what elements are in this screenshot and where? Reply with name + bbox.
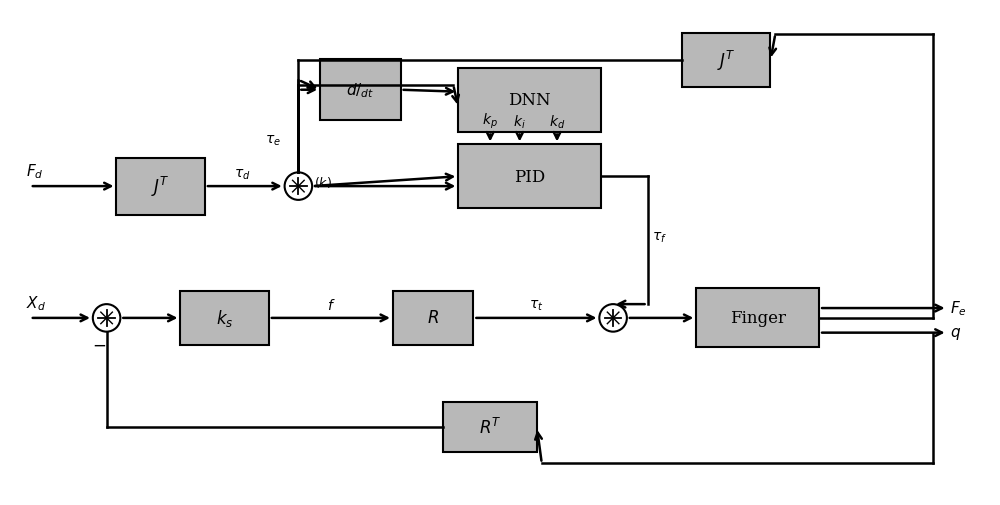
Text: $F_e$: $F_e$ (950, 299, 967, 318)
Text: Finger: Finger (730, 310, 786, 327)
Bar (458, 69, 601, 132)
Bar (696, 289, 819, 348)
Text: $J^T$: $J^T$ (151, 175, 170, 199)
Text: $\tau_f$: $\tau_f$ (652, 231, 667, 245)
Bar (116, 158, 205, 215)
Text: $q$: $q$ (950, 325, 962, 341)
Text: PID: PID (514, 169, 545, 185)
Text: DNN: DNN (508, 92, 551, 109)
Text: $R^T$: $R^T$ (479, 417, 501, 437)
Text: $(k)$: $(k)$ (314, 174, 332, 189)
Bar (682, 34, 770, 88)
Text: $R$: $R$ (427, 310, 439, 327)
Text: $F_d$: $F_d$ (26, 162, 44, 181)
Text: $k_d$: $k_d$ (549, 114, 565, 131)
Bar (320, 60, 401, 121)
Text: $\tau_t$: $\tau_t$ (529, 298, 544, 313)
Text: $k_s$: $k_s$ (216, 308, 233, 329)
Text: $-$: $-$ (92, 336, 106, 353)
Text: $k_p$: $k_p$ (482, 112, 498, 131)
Text: $f$: $f$ (327, 297, 335, 313)
Text: $J^T$: $J^T$ (717, 49, 736, 73)
Bar (180, 291, 269, 345)
Text: $d/_{dt}$: $d/_{dt}$ (346, 81, 374, 100)
Text: $\tau_e$: $\tau_e$ (265, 133, 281, 147)
Bar (458, 145, 601, 209)
Text: $k_i$: $k_i$ (513, 114, 526, 131)
Bar (393, 291, 473, 345)
Bar (443, 402, 537, 452)
Text: $\tau_d$: $\tau_d$ (234, 168, 250, 182)
Text: $X_d$: $X_d$ (26, 294, 46, 313)
